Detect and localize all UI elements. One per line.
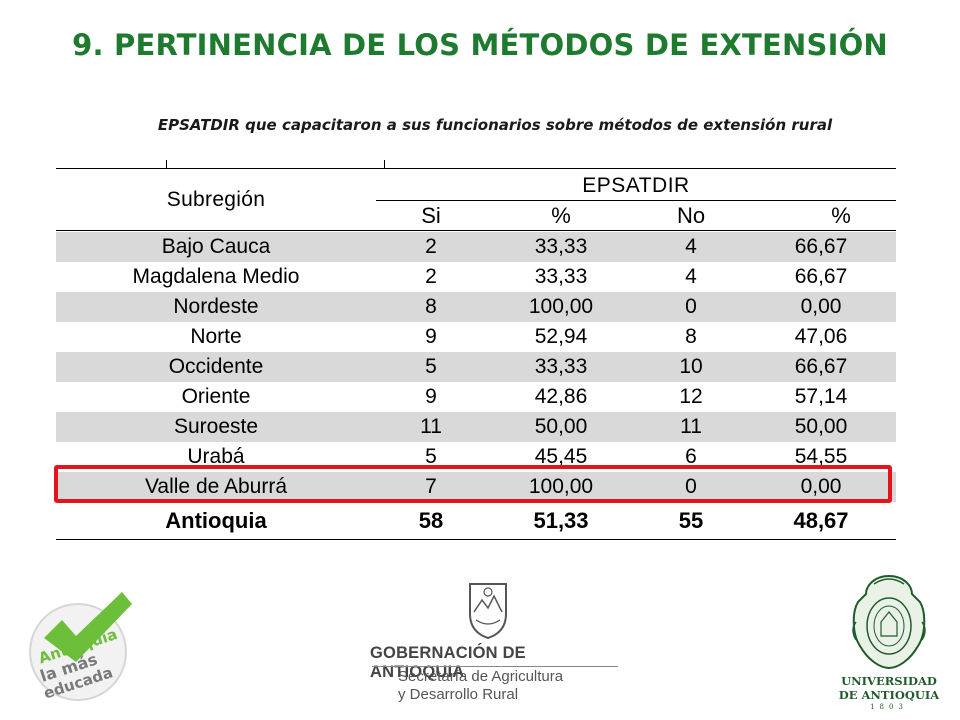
- cell-subregion: Norte: [190, 325, 242, 348]
- gov-secretaria: Secretaría de Agricultura: [398, 668, 564, 685]
- cell-si: 2: [425, 265, 437, 288]
- cell-si-percent: 100,00: [528, 475, 594, 498]
- cell-subregion: Occidente: [168, 355, 264, 378]
- table-row-highlighted: Valle de Aburrá 7 100,00 0 0,00: [56, 472, 896, 502]
- cell-total-no: 55: [678, 508, 704, 533]
- cell-total-si: 58: [418, 508, 444, 533]
- cell-si-percent: 45,45: [534, 445, 588, 468]
- table-bottom-rule: [56, 539, 896, 540]
- cell-no-percent: 66,67: [794, 355, 848, 378]
- checkmark-badge-icon: Antioquia la más educada: [29, 592, 132, 703]
- column-header-no-percent: %: [831, 203, 851, 228]
- cell-si-percent: 50,00: [534, 415, 588, 438]
- cell-si-percent: 100,00: [528, 295, 594, 318]
- cell-si-percent: 33,33: [534, 235, 588, 258]
- cell-no-percent: 0,00: [800, 475, 842, 498]
- cell-subregion: Nordeste: [173, 295, 259, 318]
- gov-desarrollo: y Desarrollo Rural: [398, 686, 519, 703]
- table-tick-mark: [384, 160, 385, 168]
- table-row: Bajo Cauca 2 33,33 4 66,67: [56, 232, 896, 262]
- row-highlight-box: [54, 465, 892, 503]
- column-header-si: Si: [421, 203, 441, 228]
- gobernacion-logo: GOBERNACIÓN DE ANTIOQUIA Secretaría de A…: [370, 580, 620, 705]
- slide-title: 9. PERTINENCIA DE LOS MÉTODOS DE EXTENSI…: [72, 28, 888, 62]
- cell-si: 5: [425, 445, 437, 468]
- cell-no: 12: [679, 385, 703, 408]
- cell-si: 9: [425, 325, 437, 348]
- cell-subregion: Suroeste: [173, 415, 259, 438]
- cell-no: 11: [680, 415, 702, 438]
- antioquia-educada-logo: Antioquia la más educada: [24, 590, 136, 708]
- coat-of-arms-icon: [469, 583, 507, 640]
- cell-subregion: Urabá: [187, 445, 245, 468]
- cell-total-label: Antioquia: [165, 508, 267, 533]
- cell-total-no-percent: 48,67: [793, 508, 849, 533]
- cell-no-percent: 57,14: [794, 385, 848, 408]
- table-row: Oriente 9 42,86 12 57,14: [56, 382, 896, 412]
- cell-no: 4: [685, 265, 697, 288]
- cell-si: 2: [425, 235, 437, 258]
- cell-total-si-percent: 51,33: [533, 508, 589, 533]
- column-header-no: No: [676, 203, 706, 228]
- cell-subregion: Oriente: [181, 385, 251, 408]
- udea-name-line1: UNIVERSIDAD: [841, 674, 937, 688]
- cell-no-percent: 54,55: [794, 445, 848, 468]
- table-total-row: Antioquia 58 51,33 55 48,67: [56, 503, 896, 539]
- header-group-rule: [376, 200, 896, 201]
- table-caption: EPSATDIR que capacitaron a sus funcionar…: [157, 116, 833, 134]
- cell-subregion: Magdalena Medio: [132, 265, 300, 288]
- table-tick-mark: [166, 160, 167, 168]
- cell-subregion: Valle de Aburrá: [144, 475, 288, 498]
- udea-year: 1803: [870, 703, 908, 711]
- udea-name-line2: DE ANTIOQUIA: [838, 688, 940, 702]
- table-row: Urabá 5 45,45 6 54,55: [56, 442, 896, 472]
- university-seal-icon: [852, 574, 926, 670]
- cell-si: 5: [425, 355, 437, 378]
- cell-no: 0: [685, 475, 697, 498]
- cell-no-percent: 66,67: [794, 235, 848, 258]
- column-group-header-epsatdir: EPSATDIR: [582, 174, 690, 197]
- cell-si-percent: 52,94: [534, 325, 588, 348]
- cell-no: 10: [679, 355, 703, 378]
- cell-no: 8: [685, 325, 697, 348]
- cell-si-percent: 42,86: [534, 385, 588, 408]
- column-header-si-percent: %: [551, 203, 571, 228]
- cell-si: 8: [425, 295, 437, 318]
- udea-logo: UNIVERSIDAD DE ANTIOQUIA 1803: [834, 572, 944, 712]
- table-row: Magdalena Medio 2 33,33 4 66,67: [56, 262, 896, 292]
- table-top-rule: [56, 168, 896, 169]
- cell-no-percent: 0,00: [800, 295, 842, 318]
- table-row: Occidente 5 33,33 10 66,67: [56, 352, 896, 382]
- cell-subregion: Bajo Cauca: [161, 235, 271, 258]
- table-row: Nordeste 8 100,00 0 0,00: [56, 292, 896, 322]
- table-row: Norte 9 52,94 8 47,06: [56, 322, 896, 352]
- cell-no-percent: 47,06: [794, 325, 848, 348]
- cell-no: 0: [685, 295, 697, 318]
- gov-name: GOBERNACIÓN DE ANTIOQUIA: [370, 644, 526, 681]
- cell-si-percent: 33,33: [534, 355, 588, 378]
- cell-no-percent: 66,67: [794, 265, 848, 288]
- header-bottom-rule: [56, 230, 896, 231]
- cell-no-percent: 50,00: [794, 415, 848, 438]
- cell-no: 6: [685, 445, 697, 468]
- cell-si: 7: [425, 475, 437, 498]
- cell-si-percent: 33,33: [534, 265, 588, 288]
- gov-divider: [372, 666, 618, 667]
- cell-si: 9: [425, 385, 437, 408]
- cell-no: 4: [685, 235, 697, 258]
- column-header-subregion: Subregión: [166, 188, 266, 211]
- cell-si: 11: [420, 415, 442, 438]
- table-row: Suroeste 11 50,00 11 50,00: [56, 412, 896, 442]
